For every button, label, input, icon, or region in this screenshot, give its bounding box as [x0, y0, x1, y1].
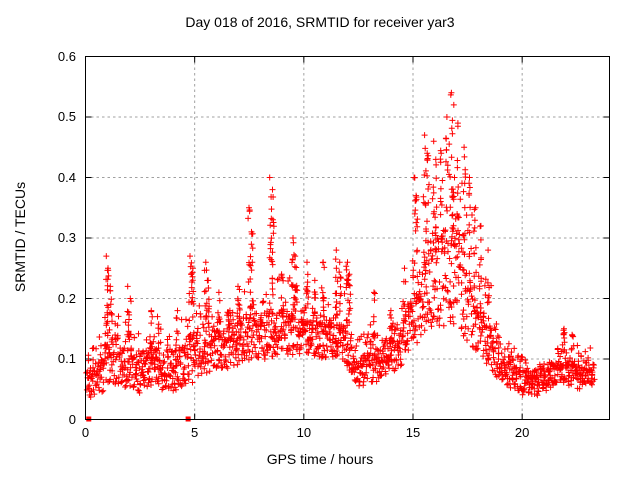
x-tick-label: 0	[81, 425, 90, 440]
x-tick-label: 15	[405, 425, 421, 440]
y-tick-label: 0.1	[57, 351, 76, 366]
y-tick-label: 0.4	[57, 169, 76, 185]
scatter-points	[83, 89, 598, 400]
x-tick-label: 5	[191, 425, 199, 440]
y-tick-label: 0.3	[57, 230, 76, 245]
x-tick-label: 10	[296, 425, 312, 440]
chart-title: Day 018 of 2016, SRMTID for receiver yar…	[185, 14, 455, 30]
y-tick-label: 0.2	[57, 290, 76, 306]
plot-frame	[85, 56, 610, 420]
y-tick-label: 0.5	[57, 109, 76, 124]
x-axis-title: GPS time / hours	[266, 451, 374, 467]
x-tick-label: 20	[514, 425, 530, 440]
y-tick-label: 0	[68, 411, 76, 427]
y-tick-label: 0.6	[57, 48, 76, 64]
